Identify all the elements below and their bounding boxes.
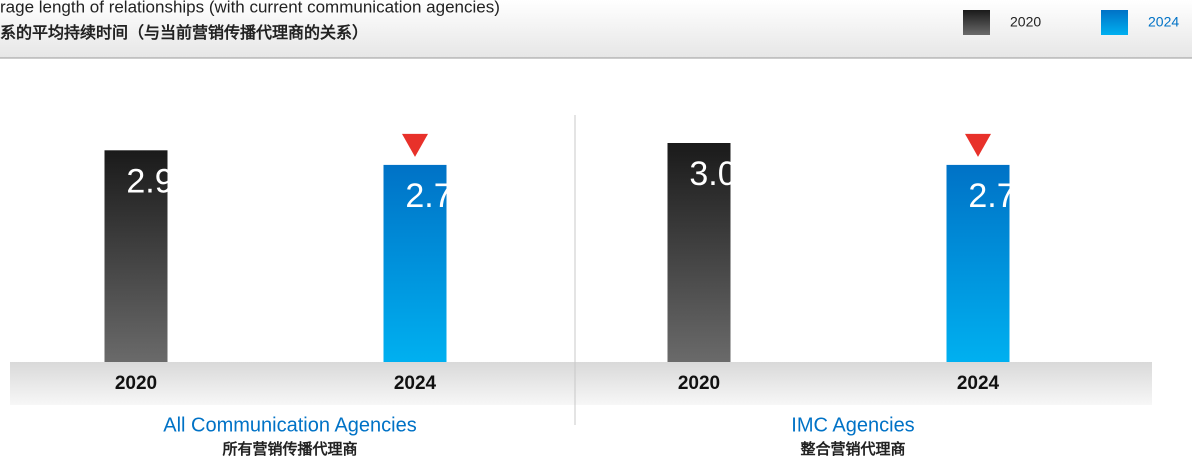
value-label: 2.9 — [126, 162, 173, 200]
bar — [383, 164, 447, 362]
bar — [946, 164, 1010, 362]
x-tick-label: 2024 — [957, 373, 1000, 394]
value-label: 2.7 — [405, 177, 452, 215]
bar — [104, 150, 168, 362]
panel-title: IMC Agencies — [791, 414, 914, 436]
x-tick-label: 2020 — [115, 373, 157, 394]
bar — [667, 143, 731, 362]
x-tick-label: 2020 — [678, 373, 720, 394]
x-tick-label: 2024 — [394, 373, 437, 394]
legend-swatch — [1101, 10, 1128, 35]
panel-subtitle: 所有营销传播代理商 — [222, 440, 357, 458]
baseline-band — [10, 362, 1152, 405]
legend-label: 2020 — [1010, 14, 1041, 30]
value-label: 2.7 — [968, 177, 1015, 215]
legend-label: 2024 — [1148, 14, 1179, 30]
header-title: rage length of relationships (with curre… — [0, 0, 500, 16]
header-bar — [0, 0, 1192, 58]
decrease-marker — [965, 133, 991, 157]
header-subtitle: 系的平均持续时间（与当前营销传播代理商的关系） — [0, 23, 368, 42]
legend-swatch — [963, 10, 990, 35]
panel-title: All Communication Agencies — [163, 414, 416, 436]
decrease-marker — [402, 133, 428, 157]
panel-subtitle: 整合营销代理商 — [800, 440, 905, 458]
value-label: 3.0 — [689, 155, 736, 193]
